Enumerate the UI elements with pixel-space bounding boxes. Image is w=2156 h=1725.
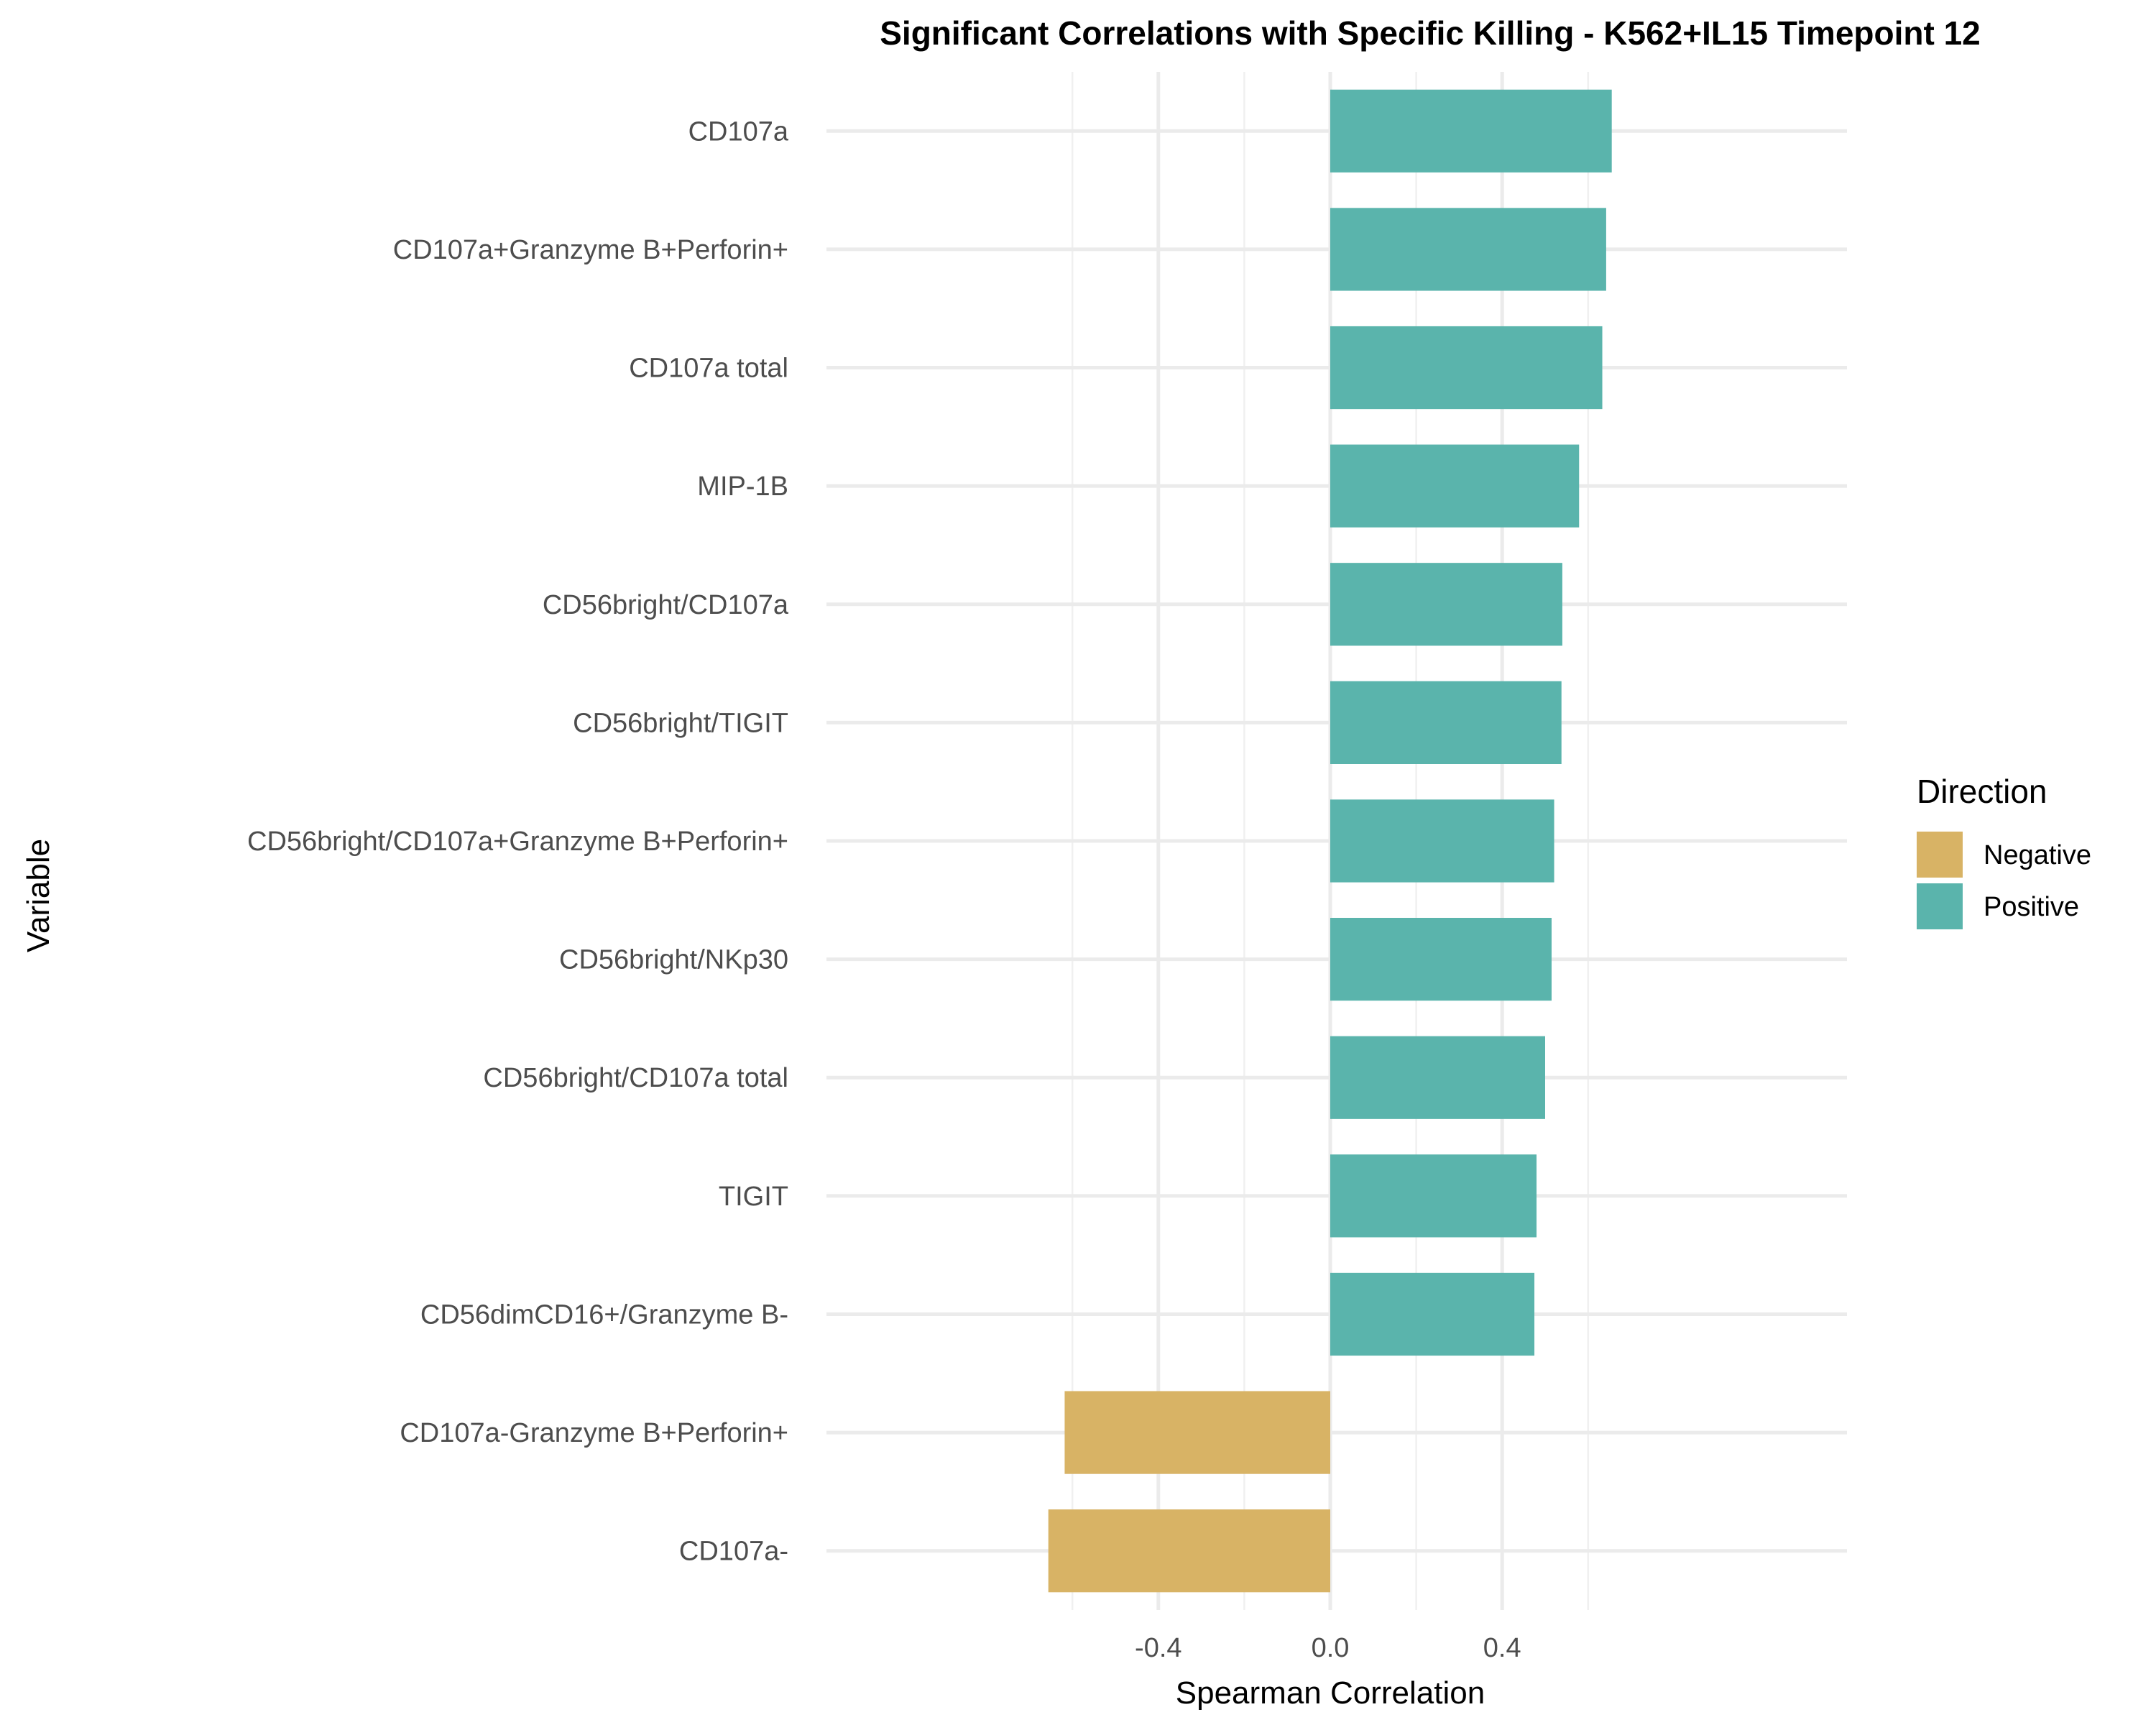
- legend-label-positive: Positive: [1984, 892, 2079, 922]
- legend: Direction Negative Positive: [1917, 773, 2091, 929]
- y-tick-label-6: CD56bright/CD107a+Granzyme B+Perforin+: [247, 827, 788, 857]
- y-tick-label-3: MIP-1B: [697, 472, 788, 502]
- bar-7: [1330, 918, 1552, 1001]
- bar-0: [1330, 89, 1612, 172]
- y-tick-label-1: CD107a+Granzyme B+Perforin+: [393, 235, 788, 265]
- legend-label-negative: Negative: [1984, 840, 2091, 870]
- x-tick-label-1: 0.0: [1312, 1633, 1350, 1663]
- y-tick-label-0: CD107a: [688, 116, 789, 147]
- y-tick-label-11: CD107a-Granzyme B+Perforin+: [400, 1418, 788, 1448]
- y-tick-label-5: CD56bright/TIGIT: [573, 708, 788, 738]
- x-axis-title: Spearman Correlation: [1176, 1675, 1485, 1711]
- y-tick-label-9: TIGIT: [719, 1182, 788, 1212]
- x-tick-label-0: -0.4: [1135, 1633, 1181, 1663]
- bar-5: [1330, 681, 1562, 764]
- y-tick-label-7: CD56bright/NKp30: [559, 945, 788, 975]
- y-tick-label-2: CD107a total: [629, 354, 788, 384]
- y-tick-labels: CD107a CD107a+Granzyme B+Perforin+ CD107a …: [247, 116, 789, 1566]
- bar-9: [1330, 1154, 1537, 1238]
- y-tick-label-10: CD56dimCD16+/Granzyme B-: [420, 1300, 788, 1330]
- bar-6: [1330, 799, 1554, 883]
- bar-12: [1048, 1509, 1330, 1593]
- bar-4: [1330, 563, 1562, 646]
- bars: [1048, 89, 1612, 1593]
- bar-11: [1064, 1391, 1330, 1474]
- legend-swatch-positive: [1917, 883, 1963, 929]
- bar-8: [1330, 1036, 1545, 1119]
- y-tick-label-8: CD56bright/CD107a total: [483, 1063, 788, 1093]
- bar-2: [1330, 326, 1603, 410]
- legend-swatch-negative: [1917, 832, 1963, 878]
- x-tick-labels: -0.4 0.0 0.4: [1135, 1633, 1521, 1663]
- y-axis-title: Variable: [21, 839, 56, 952]
- bar-3: [1330, 444, 1580, 528]
- y-tick-label-4: CD56bright/CD107a: [543, 590, 789, 620]
- chart-title: Significant Correlations with Specific K…: [880, 14, 1981, 52]
- bar-10: [1330, 1272, 1535, 1356]
- bar-1: [1330, 208, 1606, 291]
- y-tick-label-12: CD107a-: [679, 1537, 788, 1567]
- legend-title: Direction: [1917, 773, 2047, 810]
- x-tick-label-2: 0.4: [1483, 1633, 1521, 1663]
